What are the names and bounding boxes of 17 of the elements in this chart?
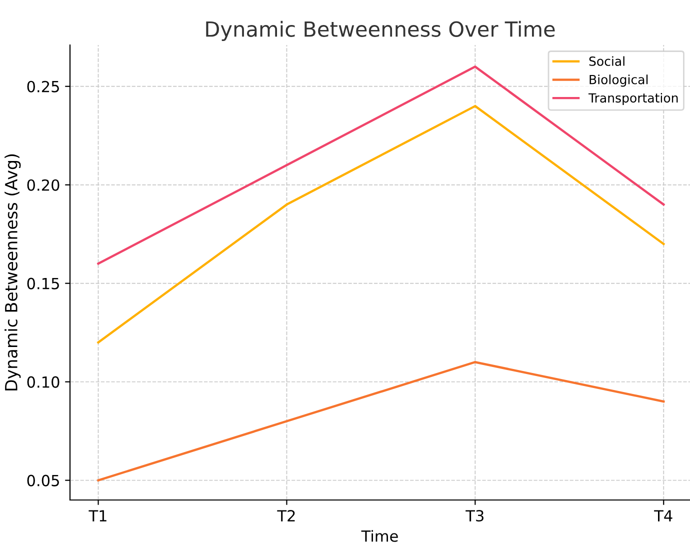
y-tick-label: 0.25 (27, 80, 59, 92)
y-tick-label: 0.15 (27, 278, 59, 290)
legend-label: Transportation (588, 92, 678, 106)
x-tick-label: T1 (88, 510, 106, 522)
y-tick-label: 0.05 (27, 474, 59, 486)
line-series (97, 361, 665, 482)
x-tick-label: T3 (466, 510, 484, 522)
legend-label: Social (589, 56, 624, 66)
y-axis-title: Dynamic Betweenness (Avg) (4, 154, 21, 390)
x-tick-label: T4 (654, 510, 672, 522)
legend-label: Biological (590, 74, 648, 87)
chart-title: Dynamic Betweenness Over Time (206, 20, 555, 41)
line-series (97, 104, 665, 344)
y-tick-label: 0.10 (27, 376, 60, 388)
y-tick-label: 0.20 (27, 179, 60, 191)
x-axis-title: Time (361, 530, 398, 542)
x-tick-label: T2 (277, 510, 295, 522)
